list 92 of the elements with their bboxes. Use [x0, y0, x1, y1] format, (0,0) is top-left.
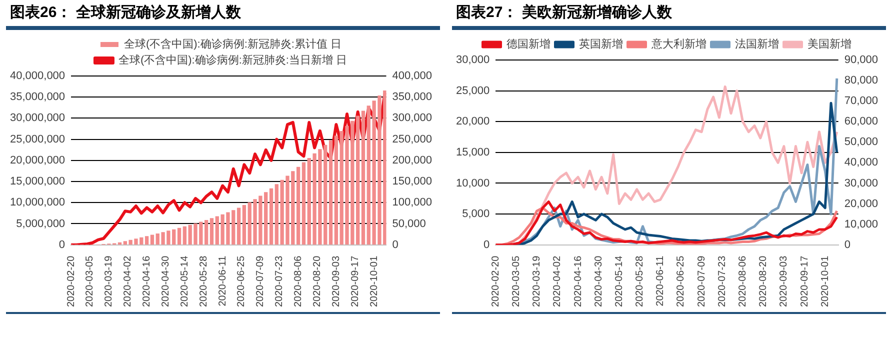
y-tick-label: 40,000,000 [10, 70, 66, 82]
bar [182, 226, 187, 245]
legend-label: 法国新增 [734, 38, 779, 51]
x-tick-label: 2020-07-09 [255, 255, 266, 308]
bar [361, 110, 366, 245]
bar [210, 218, 214, 245]
y2-tick-label: 40,000 [844, 156, 878, 169]
bar [236, 208, 241, 245]
x-tick-label: 2020-04-02 [122, 255, 134, 308]
legend-label: 英国新增 [578, 38, 623, 51]
x-tick-label: 2020-06-25 [236, 255, 248, 308]
x-tick-label: 2020-08-06 [738, 255, 748, 308]
x-tick-label: 2020-08-20 [758, 255, 770, 308]
y2-tick-label: 200,000 [392, 154, 432, 166]
x-tick-label: 2020-05-14 [179, 255, 190, 308]
y-tick-label: 30,000,000 [10, 112, 66, 124]
legend-label: 德国新增 [506, 38, 550, 51]
y2-tick-label: 20,000 [844, 198, 878, 210]
y2-tick-label: 70,000 [844, 95, 878, 108]
bar [242, 205, 246, 245]
y2-tick-label: 50,000 [844, 136, 878, 148]
y-tick-label: 20,000,000 [10, 154, 66, 166]
y-tick-label: 20,000 [456, 116, 490, 128]
y2-tick-label: 0 [392, 238, 398, 251]
bar [302, 162, 306, 245]
x-tick-label: 2020-02-20 [490, 255, 502, 308]
x-tick-label: 2020-08-06 [293, 255, 304, 308]
legend-label: 全球(不含中国):确诊病例:新冠肺炎:累计值 日 [124, 38, 342, 51]
x-tick-label: 2020-04-16 [142, 255, 153, 308]
x-tick-label: 2020-10-01 [368, 255, 380, 308]
bar [328, 140, 333, 245]
x-tick-label: 2020-07-23 [274, 255, 286, 308]
x-tick-label: 2020-10-01 [820, 255, 831, 308]
y-tick-label: 5,000 [462, 208, 490, 220]
y2-tick-label: 250,000 [392, 133, 432, 146]
x-tick-label: 2020-03-05 [84, 255, 96, 308]
legend-label: 意大利新增 [650, 38, 706, 51]
bar [296, 166, 300, 245]
y2-tick-label: 50,000 [392, 218, 426, 230]
x-tick-label: 2020-05-28 [634, 255, 646, 308]
bar [144, 236, 149, 245]
y2-tick-label: 100,000 [392, 196, 432, 209]
y-tick-label: 25,000,000 [10, 133, 66, 146]
x-tick-label: 2020-04-30 [593, 255, 604, 308]
y-tick-label: 10,000,000 [10, 196, 66, 209]
y-tick-label: 5,000,000 [16, 218, 66, 230]
x-tick-label: 2020-09-03 [778, 255, 790, 308]
y2-tick-label: 300,000 [392, 112, 432, 124]
x-tick-label: 2020-03-19 [104, 255, 115, 308]
y2-tick-label: 150,000 [392, 176, 432, 188]
y2-tick-label: 30,000 [844, 177, 878, 190]
x-tick-label: 2020-06-11 [217, 255, 228, 306]
y-tick-label: 10,000 [456, 177, 490, 190]
y2-tick-label: 90,000 [844, 54, 878, 66]
y-tick-label: 25,000 [456, 84, 490, 97]
y-tick-label: 0 [58, 238, 66, 251]
x-tick-label: 2020-06-11 [655, 255, 666, 306]
x-tick-label: 2020-07-09 [696, 255, 708, 308]
x-tick-label: 2020-05-28 [198, 255, 210, 308]
x-tick-label: 2020-04-30 [160, 255, 172, 308]
x-tick-label: 2020-09-17 [350, 255, 361, 308]
y-tick-label: 35,000,000 [10, 91, 66, 104]
y2-tick-label: 0 [844, 238, 850, 251]
x-tick-label: 2020-03-19 [532, 255, 543, 308]
x-tick-label: 2020-02-20 [66, 255, 77, 308]
y2-tick-label: 350,000 [392, 91, 432, 104]
bar [204, 220, 208, 245]
x-tick-label: 2020-05-14 [614, 255, 625, 308]
bar [150, 234, 154, 245]
legend-label: 美国新增 [807, 38, 852, 51]
x-tick-label: 2020-09-03 [330, 255, 342, 308]
legend-label: 全球(不含中国):确诊病例:新冠肺炎:当日新增 日 [118, 54, 348, 67]
bar [269, 188, 274, 245]
y-tick-label: 15,000,000 [10, 176, 66, 188]
y-tick-label: 0 [484, 238, 490, 251]
bar [334, 136, 338, 245]
x-tick-label: 2020-04-02 [552, 255, 564, 308]
y-tick-label: 30,000 [456, 54, 490, 66]
x-tick-label: 2020-09-17 [799, 255, 810, 308]
y-tick-label: 15,000 [456, 146, 490, 158]
x-tick-label: 2020-07-23 [716, 255, 728, 308]
chart-title: 图表27： 美欧新冠新增确诊人数 [455, 2, 673, 23]
x-tick-label: 2020-03-05 [510, 255, 522, 308]
chart-title: 图表26： 全球新冠确诊及新增人数 [9, 3, 242, 23]
x-tick-label: 2020-06-25 [676, 255, 687, 308]
x-tick-label: 2020-04-16 [572, 255, 584, 308]
y2-tick-label: 10,000 [844, 218, 878, 230]
y2-tick-label: 60,000 [844, 116, 878, 128]
y2-tick-label: 80,000 [844, 74, 878, 87]
x-tick-label: 2020-08-20 [312, 255, 323, 308]
bar [177, 228, 182, 245]
y2-tick-label: 400,000 [392, 70, 432, 82]
